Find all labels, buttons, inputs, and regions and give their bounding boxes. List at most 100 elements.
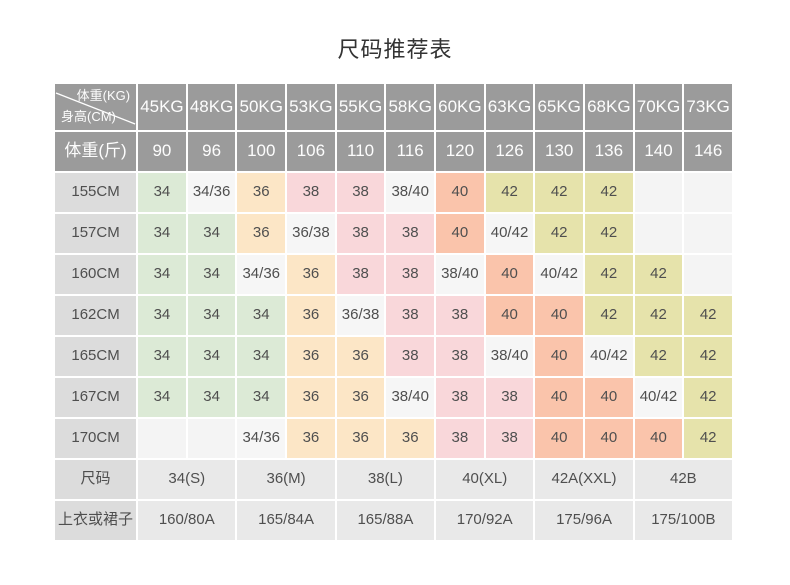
size-cell: 42 [634, 296, 683, 335]
size-cell: 38 [287, 173, 335, 212]
size-cell: 38 [386, 255, 435, 294]
size-cell: 36 [386, 419, 435, 458]
height-row: 165CM 34 34 34 36 36 38 38 38/40 40 40/42 42 42 [55, 337, 732, 376]
height-label-cell: 160CM [55, 255, 137, 294]
size-cell: 38 [436, 378, 484, 417]
weight-kg-header-cell: 55KG [336, 84, 385, 130]
height-row: 160CM 34 34 34/36 36 38 38 38/40 40 40/42 42 42 [55, 255, 732, 294]
size-cell: 42 [634, 337, 683, 376]
size-cell [684, 255, 732, 294]
garment-row-label-cell: 上衣或裙子 [55, 501, 137, 540]
size-cell [138, 419, 186, 458]
size-cell: 34 [187, 214, 236, 253]
size-cell: 34 [138, 296, 186, 335]
height-row: 167CM 34 34 34 36 36 38/40 38 38 40 40 40/42 42 [55, 378, 732, 417]
size-cell [634, 173, 683, 212]
size-cell: 34 [237, 337, 286, 376]
size-cell: 34 [138, 337, 186, 376]
size-cell: 34 [187, 337, 236, 376]
size-cell [684, 214, 732, 253]
weight-kg-header-cell: 53KG [287, 84, 335, 130]
size-cell: 40 [535, 337, 584, 376]
size-cell: 34 [187, 378, 236, 417]
corner-cell: 体重(KG) 身高(CM) [55, 84, 137, 130]
size-cell: 40 [535, 419, 584, 458]
height-label-cell: 170CM [55, 419, 137, 458]
size-cell: 38 [485, 419, 534, 458]
size-cell: 40 [585, 378, 633, 417]
size-cell: 34 [237, 378, 286, 417]
size-cell: 34 [138, 173, 186, 212]
size-cell: 36 [287, 378, 335, 417]
size-cell: 36 [287, 337, 335, 376]
size-cell: 38 [485, 378, 534, 417]
size-cell: 42 [535, 173, 584, 212]
size-cell: 40/42 [535, 255, 584, 294]
size-row-value-cell: 38(L) [336, 460, 435, 499]
size-cell: 40 [585, 419, 633, 458]
height-row: 170CM 34/36 36 36 36 38 38 40 40 40 42 [55, 419, 732, 458]
weight-kg-header-cell: 65KG [535, 84, 584, 130]
garment-row: 上衣或裙子 160/80A 165/84A 165/88A 170/92A 175/96A… [55, 501, 732, 540]
weight-jin-value-cell: 136 [585, 132, 633, 171]
garment-row-value-cell: 175/96A [535, 501, 633, 540]
size-cell: 42 [684, 296, 732, 335]
size-cell: 42 [585, 296, 633, 335]
weight-kg-header-cell: 60KG [436, 84, 484, 130]
size-cell: 34 [138, 214, 186, 253]
weight-kg-header-cell: 58KG [386, 84, 435, 130]
garment-row-value-cell: 175/100B [634, 501, 732, 540]
size-cell: 40/42 [485, 214, 534, 253]
weight-jin-value-cell: 130 [535, 132, 584, 171]
height-label-cell: 155CM [55, 173, 137, 212]
size-cell: 42 [684, 378, 732, 417]
garment-row-value-cell: 165/88A [336, 501, 435, 540]
weight-kg-header-cell: 73KG [684, 84, 732, 130]
size-row-value-cell: 36(M) [237, 460, 335, 499]
size-cell: 42 [585, 214, 633, 253]
garment-row-value-cell: 165/84A [237, 501, 335, 540]
size-cell: 34/36 [237, 255, 286, 294]
weight-jin-value-cell: 90 [138, 132, 186, 171]
size-cell: 42 [535, 214, 584, 253]
height-label-cell: 162CM [55, 296, 137, 335]
size-cell: 38 [386, 296, 435, 335]
size-cell: 40 [634, 419, 683, 458]
size-table: 体重(KG) 身高(CM) 45KG 48KG 50KG 53KG 55KG 58KG 60KG… [53, 82, 734, 542]
size-cell: 40/42 [585, 337, 633, 376]
size-cell: 36 [336, 337, 385, 376]
weight-kg-header-cell: 45KG [138, 84, 186, 130]
size-cell: 40/42 [634, 378, 683, 417]
size-cell: 36 [237, 173, 286, 212]
size-cell: 40 [436, 214, 484, 253]
weight-jin-value-cell: 116 [386, 132, 435, 171]
size-cell: 38 [436, 337, 484, 376]
weight-jin-value-cell: 120 [436, 132, 484, 171]
size-cell: 36 [336, 378, 385, 417]
size-cell: 38 [436, 419, 484, 458]
size-cell: 36 [237, 214, 286, 253]
size-cell: 34 [138, 378, 186, 417]
weight-kg-header-cell: 50KG [237, 84, 286, 130]
size-cell [684, 173, 732, 212]
size-cell: 38 [336, 255, 385, 294]
height-label-cell: 165CM [55, 337, 137, 376]
size-cell: 36/38 [287, 214, 335, 253]
size-cell: 38 [436, 296, 484, 335]
size-cell: 34/36 [187, 173, 236, 212]
weight-kg-header-cell: 63KG [485, 84, 534, 130]
size-cell: 42 [585, 255, 633, 294]
weight-jin-value-cell: 110 [336, 132, 385, 171]
size-cell: 40 [436, 173, 484, 212]
height-row: 155CM 34 34/36 36 38 38 38/40 40 42 42 42 [55, 173, 732, 212]
size-cell: 40 [535, 296, 584, 335]
size-row-value-cell: 34(S) [138, 460, 236, 499]
weight-kg-header-cell: 68KG [585, 84, 633, 130]
weight-jin-label-cell: 体重(斤) [55, 132, 137, 171]
size-row-value-cell: 42A(XXL) [535, 460, 633, 499]
size-cell: 38/40 [436, 255, 484, 294]
size-cell: 38 [386, 214, 435, 253]
size-cell [187, 419, 236, 458]
page-title: 尺码推荐表 [337, 37, 453, 62]
size-cell: 34 [187, 296, 236, 335]
